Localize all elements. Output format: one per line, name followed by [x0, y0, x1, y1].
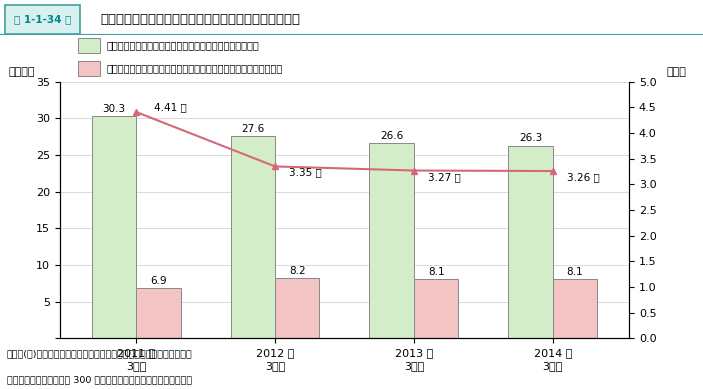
- Text: 4.41 倍: 4.41 倍: [154, 102, 187, 112]
- Text: 6.9: 6.9: [150, 276, 167, 286]
- Bar: [78, 61, 100, 76]
- Text: 26.6: 26.6: [380, 131, 404, 141]
- Bar: [231, 136, 275, 338]
- Text: 26.3: 26.3: [519, 133, 542, 143]
- Bar: [91, 116, 136, 338]
- Text: 8.1: 8.1: [567, 267, 583, 277]
- Text: 3.27 倍: 3.27 倍: [428, 172, 460, 182]
- Bar: [414, 279, 458, 338]
- Text: 中小企業の大学卒業予定者求人数・就職希望者数の推移: 中小企業の大学卒業予定者求人数・就職希望者数の推移: [100, 13, 300, 26]
- Text: 8.2: 8.2: [289, 266, 306, 276]
- Text: 3.35 倍: 3.35 倍: [289, 168, 322, 177]
- Text: 第 1-1-34 図: 第 1-1-34 図: [14, 14, 71, 25]
- Bar: [370, 143, 414, 338]
- Text: 30.3: 30.3: [103, 104, 125, 114]
- Bar: [275, 278, 319, 338]
- Bar: [508, 145, 553, 338]
- Text: 資料：(株)リクルート　ワークス研究所「ワークス大卒求人倍率調査」: 資料：(株)リクルート ワークス研究所「ワークス大卒求人倍率調査」: [7, 349, 193, 359]
- Text: （注）ここでは、従業員 300 人未満の企業を中小企業としている。: （注）ここでは、従業員 300 人未満の企業を中小企業としている。: [7, 375, 192, 384]
- Text: 中小企業・小規模事業者への大学卒業予定者就職希望者数（左軸）: 中小企業・小規模事業者への大学卒業予定者就職希望者数（左軸）: [106, 64, 283, 74]
- Text: （倍）: （倍）: [666, 67, 686, 77]
- Text: 3.26 倍: 3.26 倍: [567, 172, 600, 182]
- Bar: [136, 288, 181, 338]
- Text: 中小企業・小規模事業者の大学卒業予定者求人数（左軸）: 中小企業・小規模事業者の大学卒業予定者求人数（左軸）: [106, 40, 259, 50]
- Text: （万人）: （万人）: [8, 67, 35, 77]
- FancyBboxPatch shape: [5, 5, 80, 34]
- Bar: [78, 38, 100, 53]
- Text: 求人倍率（右軸）: 求人倍率（右軸）: [95, 98, 142, 108]
- Text: 27.6: 27.6: [241, 124, 264, 134]
- Text: 8.1: 8.1: [428, 267, 444, 277]
- Bar: [553, 279, 598, 338]
